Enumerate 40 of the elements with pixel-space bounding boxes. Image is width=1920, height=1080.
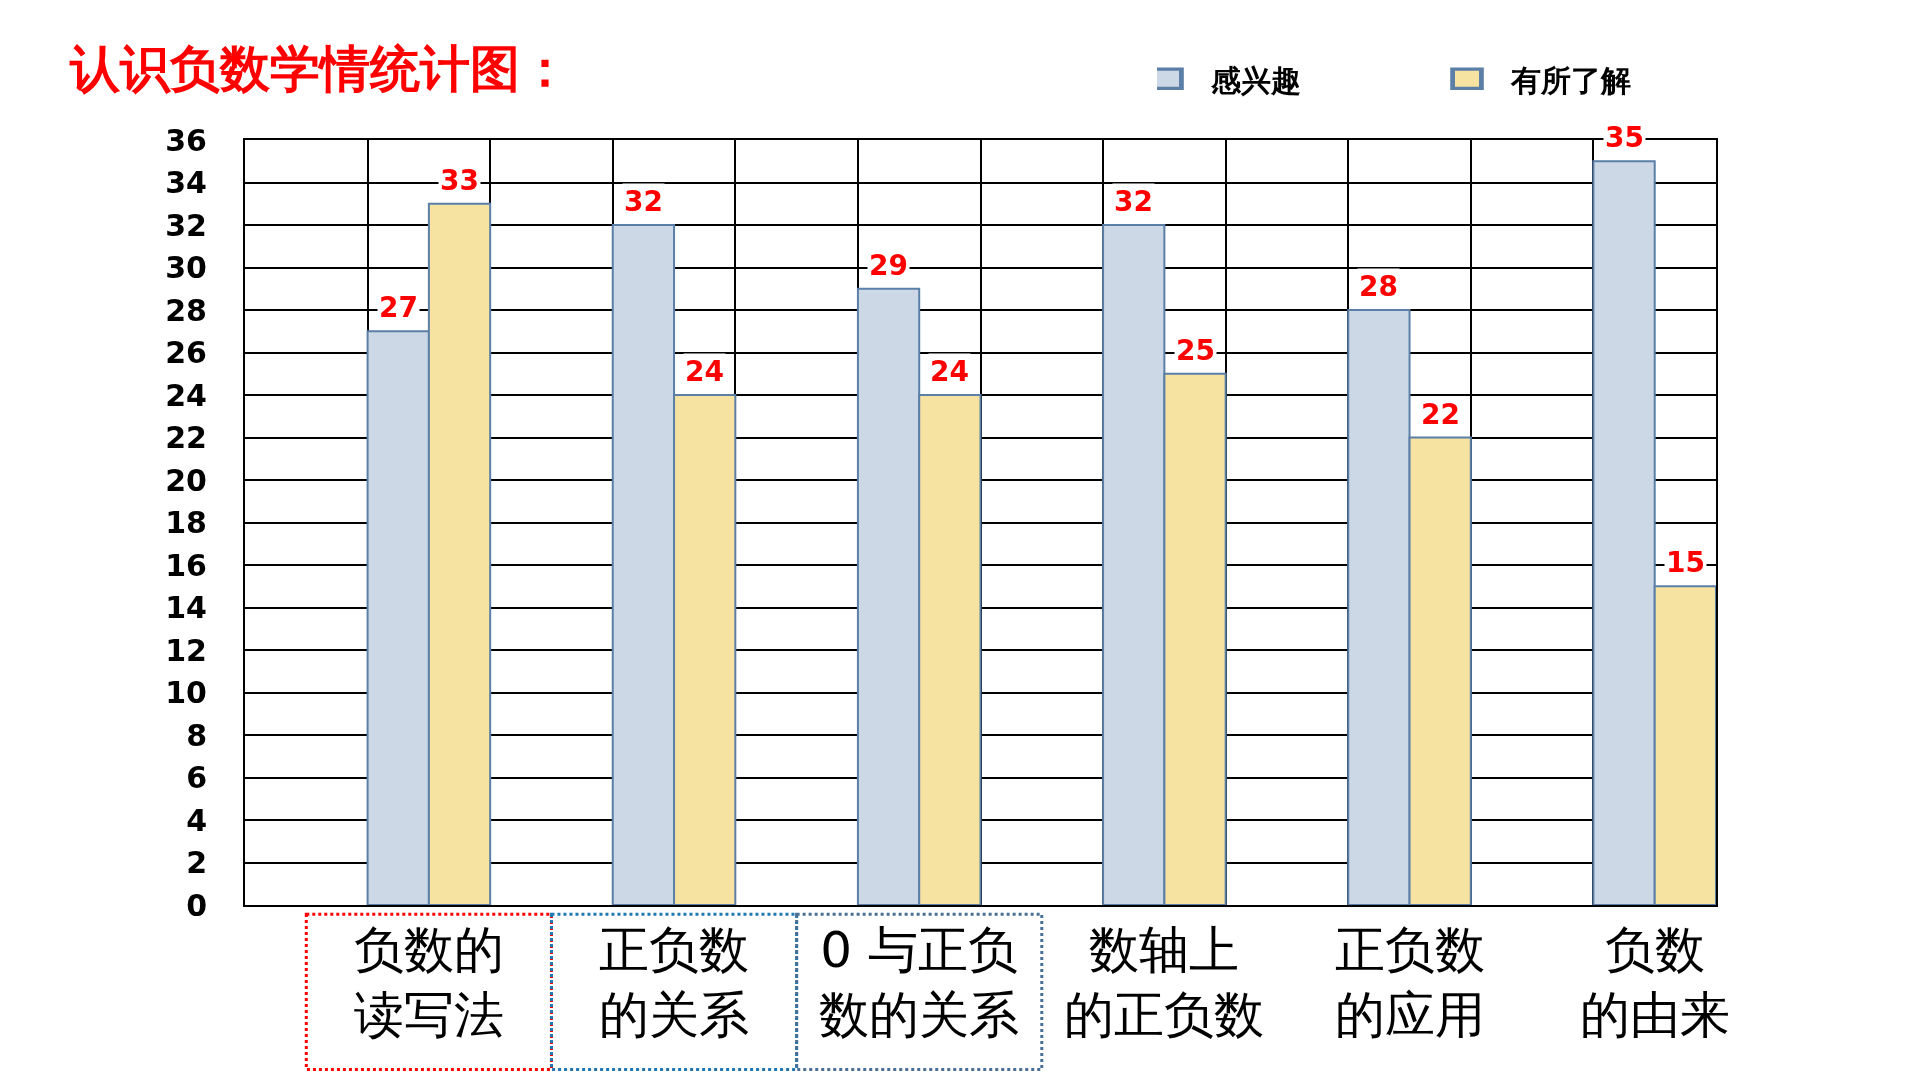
- data-label: 32: [1114, 185, 1153, 218]
- x-tick-label: 0 与正负数的关系: [819, 921, 1020, 1044]
- y-tick-label: 20: [165, 462, 207, 498]
- y-tick-label: 30: [165, 250, 207, 285]
- x-tick-label: 正负数的关系: [599, 921, 750, 1044]
- legend-label: 感兴趣: [1210, 62, 1302, 98]
- data-label: 35: [1605, 121, 1644, 154]
- y-tick-label: 24: [165, 377, 207, 413]
- x-tick-label: 负数的读写法: [353, 921, 504, 1044]
- data-label: 32: [624, 185, 663, 218]
- data-label: 27: [379, 291, 418, 324]
- data-label: 29: [869, 249, 908, 282]
- data-label: 24: [930, 355, 969, 388]
- y-tick-label: 34: [165, 165, 207, 200]
- x-tick-label: 正负数的应用: [1334, 921, 1485, 1044]
- y-tick-label: 18: [165, 505, 207, 540]
- y-tick-label: 12: [165, 632, 207, 668]
- x-tick-label: 数轴上的正负数: [1064, 921, 1265, 1044]
- x-tick-label: 负数的由来: [1579, 921, 1730, 1044]
- y-tick-label: 22: [165, 420, 207, 455]
- y-tick-label: 16: [165, 547, 207, 583]
- y-tick-label: 8: [186, 717, 207, 753]
- data-label: 33: [440, 164, 479, 197]
- y-tick-label: 0: [186, 887, 207, 923]
- data-label: 22: [1421, 398, 1460, 431]
- y-tick-label: 28: [165, 292, 207, 328]
- y-tick-label: 36: [165, 122, 207, 158]
- y-tick-label: 32: [165, 207, 207, 243]
- y-tick-label: 26: [165, 335, 207, 370]
- legend-label: 有所了解: [1510, 62, 1632, 98]
- data-label: 25: [1176, 334, 1215, 367]
- data-label: 15: [1666, 546, 1705, 579]
- chart-title: 认识负数学情统计图：: [69, 39, 570, 98]
- y-tick-label: 2: [186, 845, 207, 880]
- y-tick-label: 4: [186, 802, 207, 838]
- y-tick-label: 10: [165, 675, 207, 710]
- data-label: 24: [685, 355, 724, 388]
- data-label: 28: [1359, 270, 1398, 303]
- y-tick-label: 6: [186, 760, 207, 795]
- y-tick-label: 14: [165, 590, 207, 625]
